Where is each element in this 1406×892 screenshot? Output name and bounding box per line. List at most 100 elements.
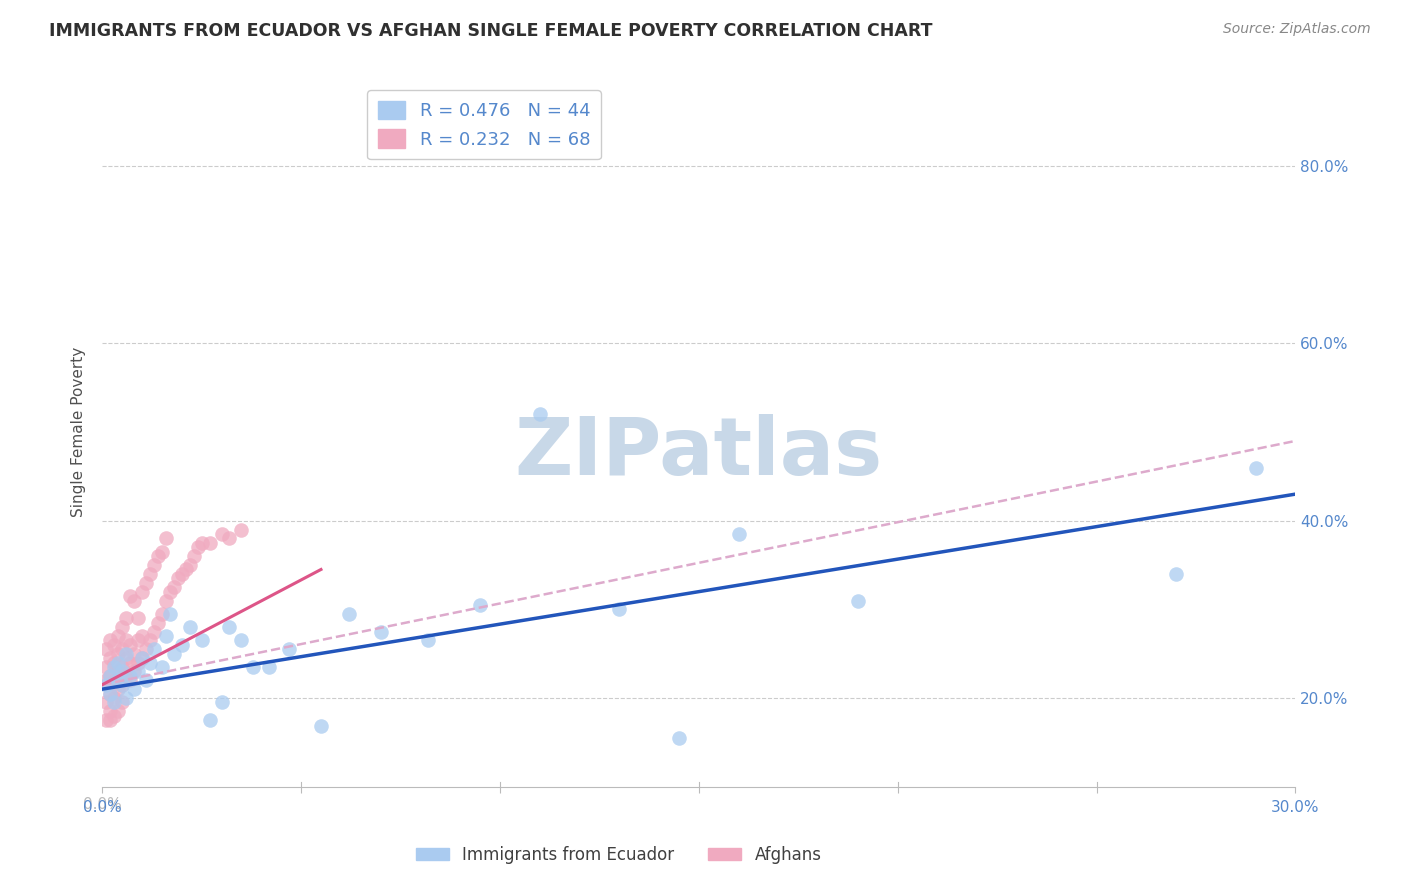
Point — [418, 633, 440, 648]
Point — [96, 696, 118, 710]
Point — [242, 660, 264, 674]
Point — [96, 660, 118, 674]
Point — [146, 549, 169, 564]
Point — [155, 629, 177, 643]
Point — [170, 638, 193, 652]
Point — [111, 620, 134, 634]
Point — [131, 651, 153, 665]
Point — [111, 678, 134, 692]
Point — [150, 545, 173, 559]
Point — [166, 571, 188, 585]
Point — [122, 593, 145, 607]
Point — [98, 651, 121, 665]
Point — [1166, 566, 1188, 581]
Point — [159, 607, 181, 621]
Point — [96, 713, 118, 727]
Point — [218, 532, 240, 546]
Point — [98, 687, 121, 701]
Point — [142, 624, 165, 639]
Point — [131, 584, 153, 599]
Point — [98, 713, 121, 727]
Point — [118, 638, 141, 652]
Point — [846, 593, 869, 607]
Point — [142, 642, 165, 657]
Point — [179, 558, 201, 572]
Point — [309, 719, 332, 733]
Point — [118, 589, 141, 603]
Point — [150, 660, 173, 674]
Point — [115, 651, 138, 665]
Point — [107, 656, 129, 670]
Point — [111, 660, 134, 674]
Point — [122, 647, 145, 661]
Point — [183, 549, 205, 564]
Point — [103, 660, 125, 674]
Point — [135, 673, 157, 688]
Point — [155, 593, 177, 607]
Point — [111, 642, 134, 657]
Point — [96, 642, 118, 657]
Point — [118, 673, 141, 688]
Text: Source: ZipAtlas.com: Source: ZipAtlas.com — [1223, 22, 1371, 37]
Point — [98, 687, 121, 701]
Point — [337, 607, 360, 621]
Point — [150, 607, 173, 621]
Point — [190, 633, 212, 648]
Point — [259, 660, 281, 674]
Point — [135, 575, 157, 590]
Point — [131, 629, 153, 643]
Text: 0.0%: 0.0% — [83, 800, 121, 815]
Point — [127, 633, 149, 648]
Point — [107, 682, 129, 697]
Point — [370, 624, 392, 639]
Point — [115, 611, 138, 625]
Point — [211, 527, 233, 541]
Point — [103, 691, 125, 706]
Point — [163, 580, 186, 594]
Point — [107, 673, 129, 688]
Point — [103, 638, 125, 652]
Point — [139, 656, 162, 670]
Point — [231, 633, 253, 648]
Legend: R = 0.476   N = 44, R = 0.232   N = 68: R = 0.476 N = 44, R = 0.232 N = 68 — [367, 90, 600, 160]
Point — [607, 602, 630, 616]
Text: IMMIGRANTS FROM ECUADOR VS AFGHAN SINGLE FEMALE POVERTY CORRELATION CHART: IMMIGRANTS FROM ECUADOR VS AFGHAN SINGLE… — [49, 22, 932, 40]
Point — [111, 665, 134, 679]
Point — [727, 527, 749, 541]
Text: 30.0%: 30.0% — [1271, 800, 1320, 815]
Point — [107, 665, 129, 679]
Point — [103, 696, 125, 710]
Point — [127, 611, 149, 625]
Point — [135, 642, 157, 657]
Point — [174, 562, 197, 576]
Point — [127, 656, 149, 670]
Point — [96, 673, 118, 688]
Point — [1244, 460, 1267, 475]
Point — [103, 656, 125, 670]
Point — [107, 647, 129, 661]
Point — [122, 665, 145, 679]
Point — [187, 541, 209, 555]
Point — [103, 673, 125, 688]
Point — [529, 407, 551, 421]
Point — [127, 665, 149, 679]
Point — [115, 691, 138, 706]
Y-axis label: Single Female Poverty: Single Female Poverty — [72, 347, 86, 517]
Point — [142, 558, 165, 572]
Point — [111, 678, 134, 692]
Point — [115, 647, 138, 661]
Point — [115, 669, 138, 683]
Point — [198, 536, 221, 550]
Point — [98, 669, 121, 683]
Point — [98, 669, 121, 683]
Point — [190, 536, 212, 550]
Point — [115, 633, 138, 648]
Point — [111, 696, 134, 710]
Point — [122, 682, 145, 697]
Point — [170, 566, 193, 581]
Point — [98, 704, 121, 718]
Point — [211, 696, 233, 710]
Point — [218, 620, 240, 634]
Point — [155, 532, 177, 546]
Point — [107, 629, 129, 643]
